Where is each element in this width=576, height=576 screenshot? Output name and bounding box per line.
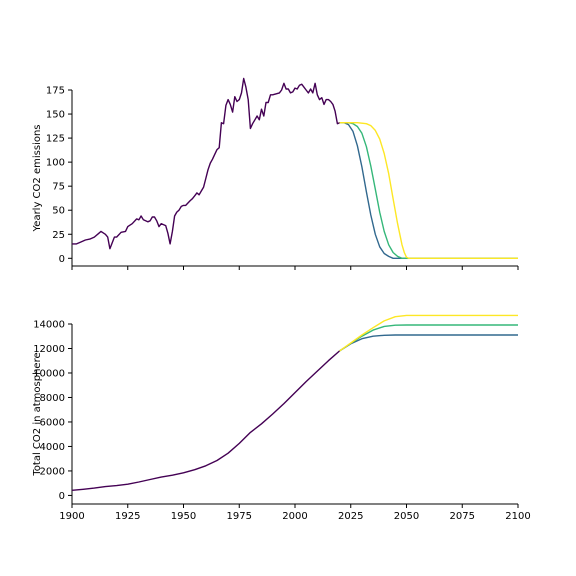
- emissions-y-tick-label: 75: [52, 182, 65, 193]
- atmosphere-history-line: [71, 350, 341, 491]
- atmosphere-y-tick-label: 4000: [40, 442, 65, 453]
- atmosphere-y-tick-label: 2000: [40, 466, 65, 477]
- emissions-y-tick-label: 25: [52, 230, 65, 241]
- emissions-y-tick-label: 50: [52, 206, 65, 217]
- emissions-y-tick-label: 100: [46, 158, 65, 169]
- emissions-y-tick-label: 0: [59, 254, 65, 265]
- emissions-history-line: [72, 77, 340, 250]
- atmosphere-y-tick-label: 6000: [40, 417, 65, 428]
- atmosphere-x-tick-label: 2025: [338, 511, 363, 522]
- atmosphere-x-tick-label: 2100: [505, 511, 530, 522]
- emissions-y-tick-label: 175: [46, 86, 65, 97]
- atmosphere-y-tick-label: 14000: [33, 320, 65, 331]
- atmosphere-panel: 0 2000 4000 6000 8000 10000 12000 14000 1900 1925…: [32, 314, 531, 522]
- atmosphere-x-tick-label: 1925: [115, 511, 140, 522]
- emissions-scenario-late-line: [339, 122, 518, 259]
- emissions-y-axis-label: Yearly CO2 emissions: [32, 125, 43, 233]
- atmosphere-x-tick-label: 2000: [282, 511, 307, 522]
- atmosphere-x-tick-label: 1900: [59, 511, 84, 522]
- atmosphere-y-tick-label: 10000: [33, 368, 65, 379]
- emissions-y-tick-label: 150: [46, 110, 65, 121]
- emissions-y-tick-label: 125: [46, 134, 65, 145]
- atmosphere-x-tick-label: 1975: [227, 511, 252, 522]
- atmosphere-scenario-late-line: [339, 314, 518, 352]
- atmosphere-x-tick-label: 2050: [394, 511, 419, 522]
- atmosphere-y-tick-label: 12000: [33, 344, 65, 355]
- atmosphere-x-tick-label: 1950: [171, 511, 196, 522]
- atmosphere-y-axis-label: Total CO2 in atmosphere: [32, 352, 43, 476]
- emissions-panel: 0 25 50 75 100 125 150 175 Yearly CO2 emissions: [32, 77, 519, 270]
- atmosphere-y-tick-label: 0: [59, 491, 65, 502]
- atmosphere-y-tick-label: 8000: [40, 393, 65, 404]
- atmosphere-x-tick-label: 2075: [450, 511, 475, 522]
- atmosphere-scenario-early-line: [339, 334, 518, 352]
